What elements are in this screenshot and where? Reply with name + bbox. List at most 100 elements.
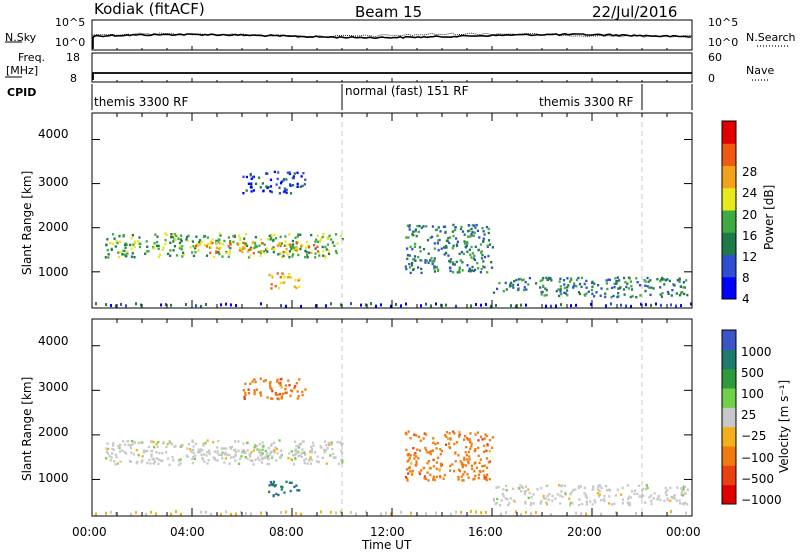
velocity-echo-cell [223, 461, 226, 464]
power-echo-cell [288, 171, 291, 174]
velocity-echo-cell [264, 449, 267, 453]
velocity-echo-cell [118, 450, 122, 453]
velocity-echo-cell [406, 460, 409, 463]
power-echo-cell [483, 255, 487, 259]
power-echo-cell [175, 234, 178, 238]
power-echo-cell [517, 287, 520, 290]
velocity-echo-cell [572, 488, 575, 492]
power-echo-cell [162, 246, 165, 249]
velocity-echo-cell [341, 451, 344, 455]
power-echo-cell [447, 237, 450, 240]
power-echo-cell [314, 252, 317, 255]
velocity-echo-cell [485, 434, 488, 438]
velocity-near-range-echo [550, 512, 552, 516]
velocity-echo-cell [602, 498, 606, 501]
velocity-near-range-echo [180, 512, 182, 516]
power-echo-cell [470, 256, 473, 259]
velocity-echo-cell [161, 459, 164, 463]
velocity-echo-cell [650, 499, 653, 503]
power-cbar-tick-28: 28 [742, 165, 758, 179]
velocity-echo-cell [609, 489, 612, 492]
power-echo-cell [437, 249, 440, 252]
velocity-echo-cell [419, 472, 422, 476]
velocity-near-range-echo [455, 510, 457, 514]
power-echo-cell [263, 250, 266, 253]
power-echo-cell [417, 266, 420, 269]
power-echo-cell [433, 257, 436, 260]
power-echo-cell [133, 245, 136, 249]
power-echo-cell [281, 272, 284, 275]
velocity-echo-cell [496, 497, 499, 501]
velocity-echo-cell [275, 492, 278, 496]
power-echo-cell [509, 283, 512, 286]
velocity-near-range-echo [385, 511, 387, 515]
power-echo-cell [306, 244, 310, 247]
velocity-echo-cell [528, 491, 531, 495]
velocity-echo-cell [446, 437, 450, 440]
velocity-echo-cell [578, 498, 581, 501]
power-echo-cell [610, 286, 614, 290]
power-echo-cell [566, 277, 569, 280]
velocity-echo-cell [279, 456, 282, 459]
velocity-echo-cell [267, 462, 270, 466]
velocity-echo-cell [464, 451, 467, 454]
power-echo-cell [165, 233, 168, 237]
velocity-echo-cell [415, 434, 418, 437]
power-echo-cell [299, 185, 302, 188]
power-echo-cell [406, 247, 409, 250]
velocity-echo-cell [524, 485, 528, 488]
velocity-echo-cell [259, 454, 262, 457]
power-echo-cell [289, 192, 293, 195]
power-echo-cell [418, 224, 421, 228]
velocity-echo-cell [452, 430, 455, 433]
power-echo-cell [230, 241, 233, 244]
power-echo-cell [228, 241, 232, 244]
power-near-range-echo [170, 303, 172, 307]
velocity-echo-cell [247, 388, 250, 391]
power-echo-cell [283, 276, 286, 279]
power-echo-cell [482, 239, 485, 243]
power-echo-cell [266, 186, 269, 190]
velocity-echo-cell [332, 456, 335, 459]
power-echo-cell [199, 242, 202, 246]
velocity-echo-cell [431, 449, 434, 452]
velocity-echo-cell [530, 502, 533, 505]
power-echo-cell [266, 247, 269, 250]
power-echo-cell [250, 182, 253, 185]
velocity-echo-cell [307, 459, 311, 462]
power-echo-cell [227, 236, 230, 239]
velocity-echo-cell [664, 491, 667, 494]
power-echo-cell [259, 238, 262, 241]
velocity-near-range-echo [410, 511, 412, 515]
power-echo-cell [580, 285, 583, 289]
power-echo-cell [285, 178, 288, 181]
velocity-echo-cell [463, 458, 466, 461]
velocity-echo-cell [652, 497, 655, 500]
velocity-echo-cell [304, 457, 308, 461]
velocity-echo-cell [249, 459, 252, 462]
power-echo-cell [461, 269, 464, 272]
power-echo-cell [287, 243, 291, 246]
power-echo-cell [125, 255, 128, 258]
velocity-colorbar-swatch [722, 407, 736, 428]
power-echo-cell [324, 245, 327, 249]
power-echo-cell [599, 294, 602, 297]
power-cbar-tick-4: 4 [742, 292, 750, 306]
velocity-echo-cell [477, 473, 481, 476]
power-near-range-echo [220, 303, 222, 307]
velocity-cbar-tick-100: 100 [741, 387, 764, 401]
velocity-echo-cell [139, 441, 142, 444]
power-echo-cell [639, 284, 642, 287]
power-echo-cell [496, 287, 499, 291]
velocity-echo-cell [411, 469, 414, 473]
power-echo-cell [203, 244, 207, 247]
power-echo-cell [229, 243, 232, 246]
velocity-echo-cell [433, 478, 436, 482]
nsearch-label: N.Search [746, 31, 796, 44]
velocity-echo-cell [680, 487, 683, 490]
velocity-echo-cell [111, 452, 114, 455]
power-echo-cell [263, 243, 266, 246]
power-echo-cell [138, 236, 141, 239]
power-echo-cell [284, 240, 287, 243]
velocity-echo-cell [275, 447, 278, 451]
